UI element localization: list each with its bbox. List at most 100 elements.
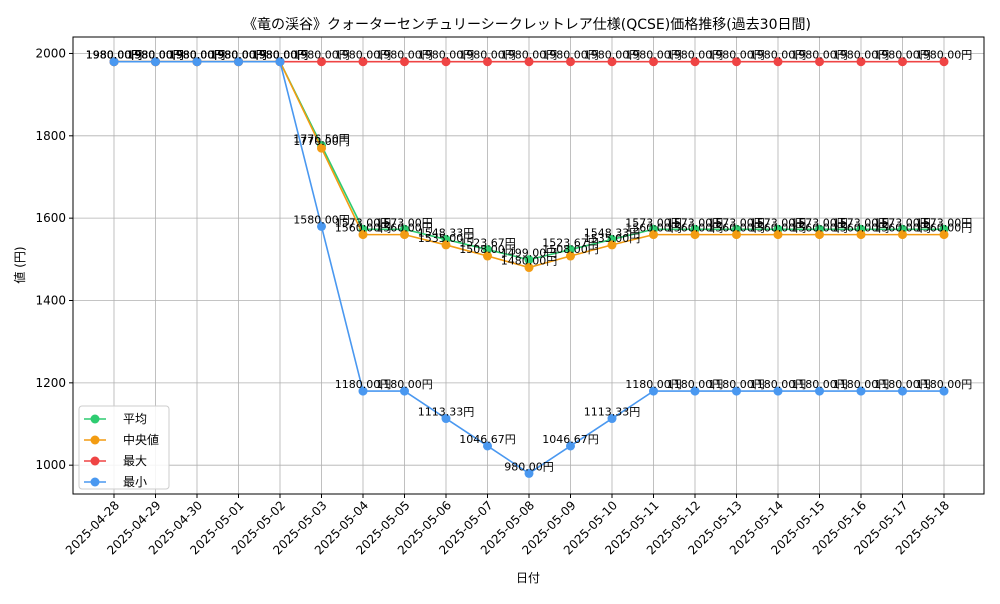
data-label-max: 1980.00円 xyxy=(501,49,558,62)
data-point-min xyxy=(566,441,575,451)
data-label-min: 1113.33円 xyxy=(584,406,641,419)
data-label-median: 1560.00円 xyxy=(791,222,848,235)
data-label-avg: 1548.33円 xyxy=(418,226,475,239)
y-tick-label: 1000 xyxy=(35,458,66,472)
data-point-max xyxy=(607,57,617,67)
data-label-avg: 1980.00円 xyxy=(210,49,267,62)
data-point-min xyxy=(358,386,368,396)
data-label-avg: 1548.33円 xyxy=(584,226,641,239)
data-point-min xyxy=(317,221,326,231)
data-point-min xyxy=(524,468,534,478)
data-point-min xyxy=(151,57,160,67)
data-point-min xyxy=(649,386,658,396)
data-label-median: 1560.00円 xyxy=(874,222,931,235)
data-label-avg: 1573.00円 xyxy=(791,216,848,229)
data-label-median: 1980.00円 xyxy=(169,49,226,62)
data-label-median: 1560.00円 xyxy=(376,222,433,235)
data-label-min: 1180.00円 xyxy=(625,378,682,391)
data-point-median xyxy=(400,230,409,240)
grid-layer xyxy=(73,37,984,494)
data-label-avg: 1523.67円 xyxy=(542,237,599,250)
data-point-avg xyxy=(483,245,492,255)
data-point-median xyxy=(607,240,617,250)
data-point-min xyxy=(856,386,866,396)
data-point-median xyxy=(524,263,534,273)
data-label-median: 1980.00円 xyxy=(210,49,267,62)
data-point-max xyxy=(441,57,451,67)
data-label-avg: 1573.00円 xyxy=(874,216,931,229)
data-label-max: 1980.00円 xyxy=(376,49,433,62)
data-label-min: 1180.00円 xyxy=(791,378,848,391)
legend-label: 最小 xyxy=(123,475,147,489)
legend-marker xyxy=(90,456,100,466)
data-label-avg: 1573.00円 xyxy=(667,216,724,229)
data-point-min xyxy=(773,386,783,396)
legend-box xyxy=(78,405,170,490)
data-label-min: 1180.00円 xyxy=(708,378,765,391)
data-point-min xyxy=(690,386,700,396)
data-label-avg: 1776.50円 xyxy=(293,132,350,145)
chart-title: 《竜の渓谷》クォーターセンチュリーシークレットレア仕様(QCSE)価格推移(過去… xyxy=(243,16,811,33)
data-point-median xyxy=(690,230,700,240)
data-label-min: 1980.00円 xyxy=(210,49,267,62)
data-label-median: 1770.00円 xyxy=(293,135,350,148)
data-point-max xyxy=(317,57,326,67)
data-label-max: 1980.00円 xyxy=(335,49,392,62)
data-label-avg: 1573.00円 xyxy=(376,216,433,229)
data-point-median xyxy=(815,230,824,240)
data-label-min: 1180.00円 xyxy=(376,378,433,391)
data-point-max xyxy=(483,57,492,67)
data-label-median: 1560.00円 xyxy=(750,222,807,235)
series-layer xyxy=(109,57,949,478)
data-label-min: 1580.00円 xyxy=(293,213,350,226)
data-point-median xyxy=(317,143,326,153)
data-point-avg xyxy=(524,255,534,265)
y-tick-label: 1400 xyxy=(35,293,66,307)
data-point-min xyxy=(441,414,451,424)
data-label-max: 1980.00円 xyxy=(874,49,931,62)
legend-label: 中央値 xyxy=(123,432,159,447)
legend-entry-median: 中央値 xyxy=(84,432,159,447)
data-point-max xyxy=(732,57,741,67)
data-point-min xyxy=(898,386,907,396)
data-label-avg: 1573.00円 xyxy=(916,216,973,229)
data-label-max: 1980.00円 xyxy=(667,49,724,62)
data-label-avg: 1980.00円 xyxy=(127,49,184,62)
y-tick-label: 2000 xyxy=(35,46,66,60)
data-point-min xyxy=(234,57,243,67)
data-label-max: 1980.00円 xyxy=(750,49,807,62)
data-label-median: 1980.00円 xyxy=(86,49,143,62)
data-label-median: 1980.00円 xyxy=(252,49,309,62)
data-label-median: 1480.00円 xyxy=(501,255,558,268)
data-labels-layer: 1980.00円1980.00円1980.00円1980.00円1980.00円… xyxy=(86,49,973,474)
data-label-avg: 1523.67円 xyxy=(459,237,516,250)
legend-marker xyxy=(90,435,100,445)
y-tick-label: 1800 xyxy=(35,129,66,143)
data-label-min: 1046.67円 xyxy=(459,433,516,446)
x-axis-label: 日付 xyxy=(516,571,540,585)
data-label-avg: 1573.00円 xyxy=(708,216,765,229)
data-label-min: 1980.00円 xyxy=(127,49,184,62)
data-label-median: 1560.00円 xyxy=(916,222,973,235)
data-label-max: 1980.00円 xyxy=(252,49,309,62)
y-axis: 1000 1200 1400 1600 1800 2000 xyxy=(35,46,73,472)
data-label-min: 1180.00円 xyxy=(833,378,890,391)
data-point-min xyxy=(275,57,285,67)
data-point-max xyxy=(690,57,700,67)
data-label-min: 1980.00円 xyxy=(252,49,309,62)
data-label-median: 1560.00円 xyxy=(833,222,890,235)
data-point-max xyxy=(815,57,824,67)
data-label-avg: 1573.00円 xyxy=(625,216,682,229)
data-label-median: 1560.00円 xyxy=(667,222,724,235)
data-label-max: 1980.00円 xyxy=(459,49,516,62)
data-point-max xyxy=(939,57,949,67)
data-label-median: 1508.00円 xyxy=(542,243,599,256)
data-point-median xyxy=(649,230,658,240)
data-label-min: 1180.00円 xyxy=(667,378,724,391)
legend-label: 最大 xyxy=(123,454,147,468)
data-label-max: 1980.00円 xyxy=(791,49,848,62)
data-label-min: 1180.00円 xyxy=(335,378,392,391)
data-point-median xyxy=(939,230,949,240)
data-label-avg: 1980.00円 xyxy=(252,49,309,62)
